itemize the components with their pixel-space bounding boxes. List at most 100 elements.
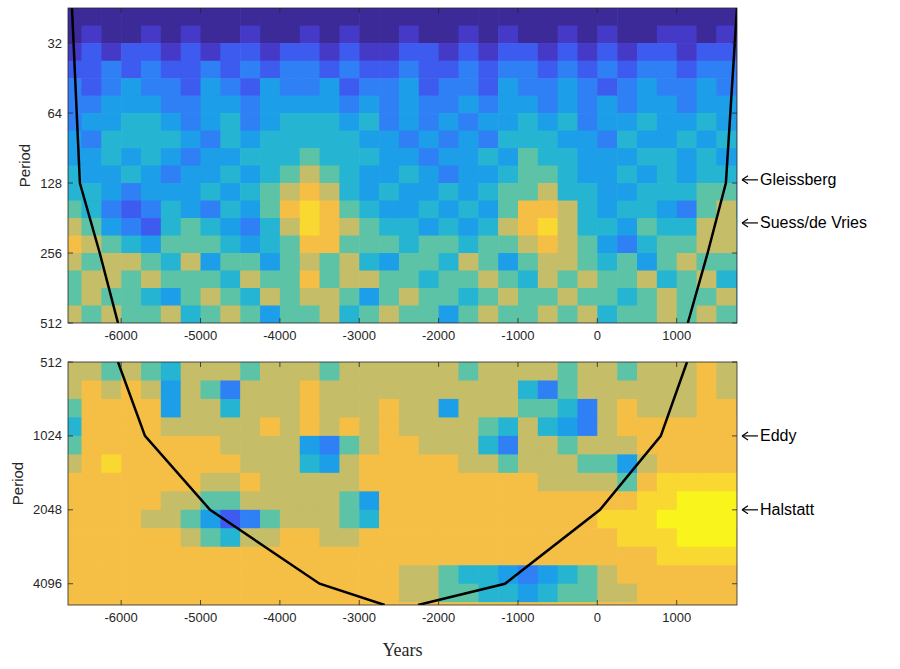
heat-cell (359, 166, 379, 184)
heat-cell (161, 473, 181, 492)
heat-cell (101, 218, 121, 236)
heat-cell (677, 131, 697, 149)
heat-cell (320, 565, 340, 584)
heat-cell (260, 183, 280, 201)
heat-cell (161, 236, 181, 254)
heat-cell (538, 305, 558, 323)
heat-cell (121, 61, 141, 79)
x-tick (676, 362, 677, 367)
heat-cell (240, 131, 260, 149)
heat-cell (240, 61, 260, 79)
heat-cell (577, 43, 597, 61)
heat-cell (637, 380, 657, 399)
heat-cell (101, 547, 121, 566)
heat-cell (260, 78, 280, 96)
heat-cell (558, 113, 578, 131)
heat-cell (300, 78, 320, 96)
heat-cell (379, 253, 399, 271)
heat-cell (240, 183, 260, 201)
heat-cell (597, 454, 617, 473)
heat-cell (320, 61, 340, 79)
heat-cell (141, 148, 161, 166)
y-tick-label: 128 (40, 176, 62, 191)
heat-cell (518, 288, 538, 306)
heat-cell (716, 417, 736, 436)
heat-cell (220, 271, 240, 289)
heat-cell (478, 131, 498, 149)
heat-cell (657, 253, 677, 271)
heat-cell (300, 271, 320, 289)
heat-cell (478, 380, 498, 399)
heat-cell (518, 399, 538, 418)
heat-cell (320, 271, 340, 289)
heat-cell (518, 201, 538, 219)
heat-cell (379, 201, 399, 219)
heat-cell (439, 201, 459, 219)
heat-cell (558, 218, 578, 236)
heat-cell (68, 584, 82, 603)
heat-cell (597, 96, 617, 114)
heat-cell (181, 236, 201, 254)
heat-cell (478, 166, 498, 184)
heat-cell (201, 510, 221, 529)
heat-cell (637, 288, 657, 306)
heat-cell (518, 436, 538, 455)
heat-cell (201, 113, 221, 131)
heat-cell (81, 253, 101, 271)
heat-cell (379, 491, 399, 510)
heat-cell (577, 547, 597, 566)
heat-cell (597, 113, 617, 131)
heat-cell (478, 436, 498, 455)
heat-cell (577, 166, 597, 184)
heat-cell (617, 26, 637, 44)
heat-cell (558, 362, 578, 381)
heat-cell (597, 43, 617, 61)
x-tick (200, 8, 201, 13)
heat-cell (141, 166, 161, 184)
heat-cell (240, 26, 260, 44)
heat-cell (558, 166, 578, 184)
x-tick (438, 318, 439, 323)
heat-cell (101, 602, 121, 605)
heat-cell (339, 236, 359, 254)
heat-cell (320, 305, 340, 323)
heat-cell (300, 166, 320, 184)
heat-cell (617, 305, 637, 323)
heat-cell (300, 61, 320, 79)
heat-cell (577, 8, 597, 26)
heat-cell (577, 236, 597, 254)
heat-cell (597, 253, 617, 271)
heat-cell (141, 201, 161, 219)
heat-cell (419, 399, 439, 418)
heat-cell (597, 584, 617, 603)
heat-cell (399, 218, 419, 236)
x-tick (121, 318, 122, 323)
heat-cell (320, 78, 340, 96)
heat-cell (478, 473, 498, 492)
heat-cell (478, 528, 498, 547)
heat-cell (81, 602, 101, 605)
heat-cell (280, 602, 300, 605)
heat-cell (280, 305, 300, 323)
heat-cell (498, 510, 518, 529)
heat-cell (399, 166, 419, 184)
heat-cell (379, 454, 399, 473)
heat-cell (68, 602, 82, 605)
x-tick (200, 362, 201, 367)
heat-cell (220, 253, 240, 271)
heat-cell (518, 565, 538, 584)
heat-cell (617, 183, 637, 201)
heat-cell (538, 454, 558, 473)
heat-cell (161, 131, 181, 149)
heat-cell (458, 271, 478, 289)
heat-cell (379, 473, 399, 492)
heat-cell (141, 113, 161, 131)
heat-cell (81, 305, 101, 323)
heat-cell (399, 43, 419, 61)
heat-cell (538, 602, 558, 605)
heat-cell (697, 61, 717, 79)
heat-cell (518, 305, 538, 323)
heat-cell (260, 218, 280, 236)
heat-cell (657, 288, 677, 306)
heat-cell (518, 236, 538, 254)
